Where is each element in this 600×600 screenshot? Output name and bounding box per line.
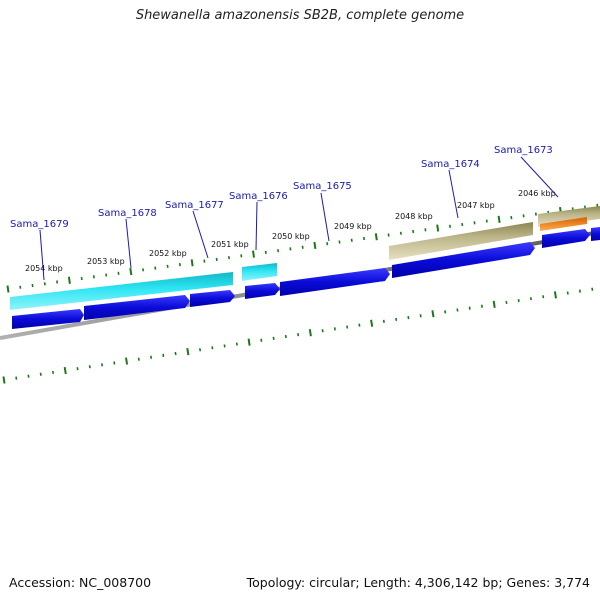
major-tick [67,276,71,284]
minor-tick [456,308,459,312]
leader-line [255,201,258,251]
gene-label[interactable]: Sama_1677 [165,200,224,211]
minor-tick [76,367,79,371]
leader-line [520,156,559,198]
major-tick [63,366,67,375]
cds-arrow-7 [542,229,590,248]
major-tick [129,267,133,276]
minor-tick [235,342,238,346]
kbp-label: 2050 kbp [272,232,310,241]
minor-tick [174,351,177,356]
minor-tick [101,363,104,367]
minor-tick [578,289,581,293]
major-tick [553,291,557,299]
feature-bar-khaki-1 [389,222,533,260]
gene-labels: Sama_1679 Sama_1678 Sama_1677 Sama_1676 … [10,145,553,230]
cds-arrow-1 [12,309,84,329]
genome-summary-text: Topology: circular; Length: 4,306,142 bp… [246,575,590,590]
minor-tick [31,283,34,288]
kbp-label: 2052 kbp [149,249,187,258]
kbp-label: 2046 kbp [518,189,556,198]
gene-label[interactable]: Sama_1675 [293,181,352,192]
kbp-label: 2047 kbp [457,201,495,210]
minor-tick [350,238,353,242]
leader-line [39,229,45,281]
minor-tick [284,334,287,339]
minor-tick [395,317,398,322]
minor-tick [15,376,18,380]
major-tick [247,338,251,346]
kbp-label: 2051 kbp [211,240,249,249]
minor-tick [412,229,415,234]
gene-label[interactable]: Sama_1674 [421,159,480,170]
leader-line [192,210,209,259]
minor-tick [142,268,145,272]
minor-tick [199,348,202,352]
cds-arrow-4 [245,283,280,299]
minor-tick [346,325,349,329]
gene-label[interactable]: Sama_1676 [229,191,288,202]
major-tick [436,224,440,232]
major-tick [190,259,194,267]
gene-label[interactable]: Sama_1678 [98,208,157,219]
minor-tick [419,314,422,318]
cds-arrow-5 [280,268,390,296]
major-tick [125,357,129,365]
cds-arrow-3 [190,290,235,307]
gene-label-leaders [39,156,559,281]
accession-text: Accession: NC_008700 [9,575,152,590]
kbp-label: 2054 kbp [25,264,63,273]
minor-tick [510,215,513,220]
minor-tick [260,338,263,342]
feature-bar-khaki-2 [538,206,600,227]
major-tick [308,329,312,337]
inner-tick-ring [2,287,594,384]
cds-arrow-8 [591,227,600,241]
kbp-label: 2048 kbp [395,212,433,221]
kbp-label: 2049 kbp [334,222,372,231]
major-tick [431,310,435,318]
feature-bar-cyan-1 [10,272,233,310]
major-tick [252,250,255,258]
feature-bar-orange [540,217,587,231]
minor-tick [480,304,483,308]
minor-tick [444,310,447,314]
leader-line [448,169,459,219]
map-title: Shewanella amazonensis SB2B, complete ge… [135,8,465,23]
leader-line [320,192,330,242]
minor-tick [150,355,153,359]
minor-tick [321,329,324,333]
feature-track [10,206,600,329]
major-tick [492,300,496,308]
cds-arrow-2 [84,295,190,320]
gene-label[interactable]: Sama_1679 [10,219,69,230]
feature-bar-cyan-2 [242,263,277,281]
major-tick [313,241,317,250]
kbp-scale: 2054 kbp 2053 kbp 2052 kbp 2051 kbp 2050… [25,189,556,273]
major-tick [2,376,6,384]
major-tick [6,285,10,293]
minor-tick [529,297,532,301]
major-tick [374,233,378,241]
minor-tick [591,287,594,291]
minor-tick [39,372,42,376]
minor-tick [566,291,569,295]
major-tick [497,215,501,223]
minor-tick [505,300,508,305]
minor-tick [301,245,304,249]
cds-arrow-6 [392,242,535,278]
minor-tick [461,222,464,227]
minor-tick [211,346,214,350]
kbp-label: 2053 kbp [87,257,125,266]
leader-line [125,218,132,269]
major-tick [370,319,374,327]
major-tick [186,348,190,356]
gene-label[interactable]: Sama_1673 [494,145,553,156]
